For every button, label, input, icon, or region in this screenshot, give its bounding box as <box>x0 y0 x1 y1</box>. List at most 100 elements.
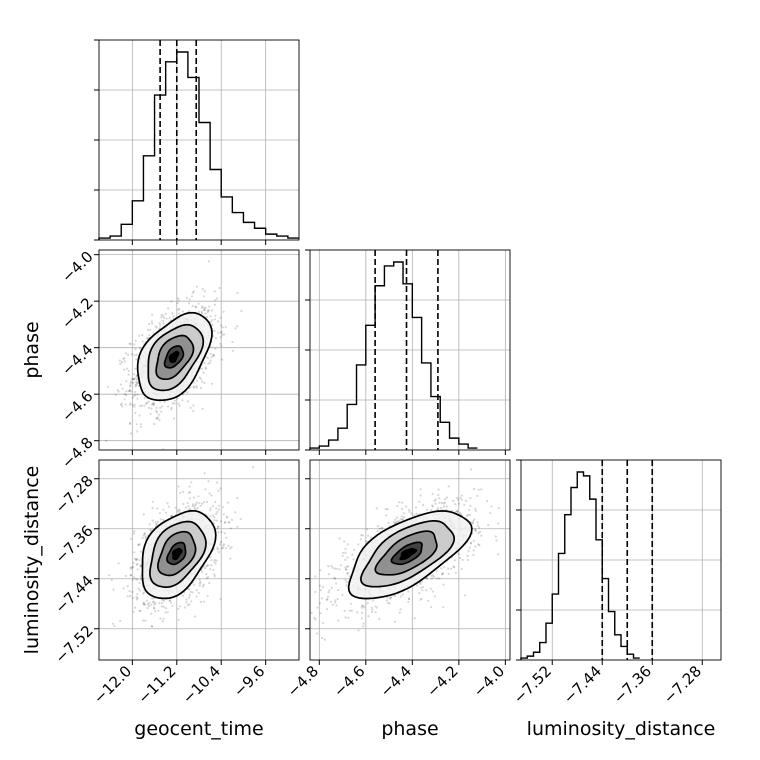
scatter-point <box>158 602 161 605</box>
scatter-point <box>132 565 135 568</box>
histogram-bar <box>440 422 449 450</box>
scatter-point <box>124 403 127 406</box>
scatter-point <box>472 553 475 557</box>
scatter-point <box>206 576 210 579</box>
scatter-point <box>211 319 214 322</box>
scatter-point <box>153 607 156 610</box>
scatter-point <box>152 606 156 609</box>
scatter-point <box>193 507 196 510</box>
scatter-point <box>135 557 139 561</box>
scatter-point <box>419 488 422 491</box>
histogram-bar <box>357 365 366 450</box>
scatter-point <box>135 378 138 381</box>
scatter-point <box>348 609 351 612</box>
scatter-point <box>139 347 142 350</box>
scatter-point <box>219 520 222 523</box>
scatter-point <box>157 609 160 612</box>
scatter-point <box>152 600 155 603</box>
scatter-point <box>167 505 170 508</box>
scatter-point <box>313 616 316 620</box>
scatter-point <box>219 316 222 319</box>
scatter-point <box>222 544 225 547</box>
scatter-point <box>333 567 337 570</box>
scatter-point <box>467 549 470 553</box>
contour-line <box>390 541 423 566</box>
contour-line <box>374 530 438 576</box>
scatter-point <box>162 605 165 609</box>
scatter-point <box>199 387 203 390</box>
scatter-point <box>188 508 191 511</box>
scatter-point <box>137 543 140 546</box>
scatter-point <box>114 393 117 396</box>
scatter-point <box>170 514 174 517</box>
scatter-point <box>129 537 133 541</box>
scatter-point <box>177 297 180 300</box>
scatter-point <box>419 598 422 601</box>
scatter-point <box>129 432 133 435</box>
scatter-point <box>215 559 218 562</box>
scatter-point <box>210 559 213 562</box>
scatter-point <box>129 402 132 405</box>
scatter-point <box>219 487 222 490</box>
scatter-point <box>438 501 441 504</box>
scatter-point <box>194 305 197 308</box>
scatter-point <box>209 359 212 362</box>
scatter-point <box>117 390 120 393</box>
scatter-point <box>430 577 433 580</box>
scatter-point <box>440 501 444 504</box>
scatter-point <box>199 377 202 380</box>
scatter-point <box>188 491 192 494</box>
scatter-point <box>429 587 433 590</box>
scatter-point <box>110 578 113 582</box>
scatter-point <box>141 340 144 343</box>
scatter-point <box>215 507 218 510</box>
scatter-point <box>138 543 141 546</box>
scatter-point <box>139 578 142 581</box>
scatter-point <box>124 352 127 355</box>
scatter-point <box>143 591 146 594</box>
scatter-point <box>134 367 137 370</box>
scatter-point <box>340 564 343 567</box>
scatter-point <box>343 609 346 613</box>
scatter-point <box>433 499 436 502</box>
scatter-point <box>330 564 333 568</box>
contour-line <box>149 520 207 588</box>
scatter-point <box>128 403 132 406</box>
scatter-point <box>385 514 388 517</box>
scatter-point <box>419 583 422 586</box>
scatter-point <box>447 485 450 488</box>
scatter-point <box>418 592 421 595</box>
scatter-point <box>178 605 182 608</box>
scatter-point <box>131 566 134 570</box>
scatter-point <box>203 361 206 364</box>
scatter-point <box>393 521 396 524</box>
scatter-point <box>213 519 216 522</box>
scatter-point <box>186 400 189 403</box>
scatter-point <box>166 502 169 505</box>
scatter-point <box>165 317 168 320</box>
scatter-point <box>224 521 227 524</box>
scatter-point <box>179 491 182 494</box>
x-tick-label: −7.44 <box>560 662 605 707</box>
scatter-point <box>213 558 216 561</box>
scatter-point <box>227 544 230 547</box>
scatter-point <box>146 602 150 606</box>
scatter-point <box>468 513 471 517</box>
scatter-point <box>455 509 458 513</box>
histogram-bar <box>431 397 440 450</box>
scatter-point <box>460 498 463 501</box>
scatter-point <box>134 339 137 342</box>
histogram-bar <box>143 156 154 240</box>
scatter-point <box>321 597 324 600</box>
scatter-point <box>121 387 124 390</box>
scatter-point <box>456 510 459 513</box>
scatter-point <box>139 565 142 568</box>
scatter-point <box>222 543 226 546</box>
scatter-point <box>162 314 165 317</box>
scatter-point <box>351 553 354 556</box>
scatter-point <box>123 398 126 401</box>
scatter-point <box>181 310 184 313</box>
scatter-point <box>162 316 165 319</box>
histogram-bar <box>590 499 596 660</box>
scatter-point <box>142 513 145 516</box>
